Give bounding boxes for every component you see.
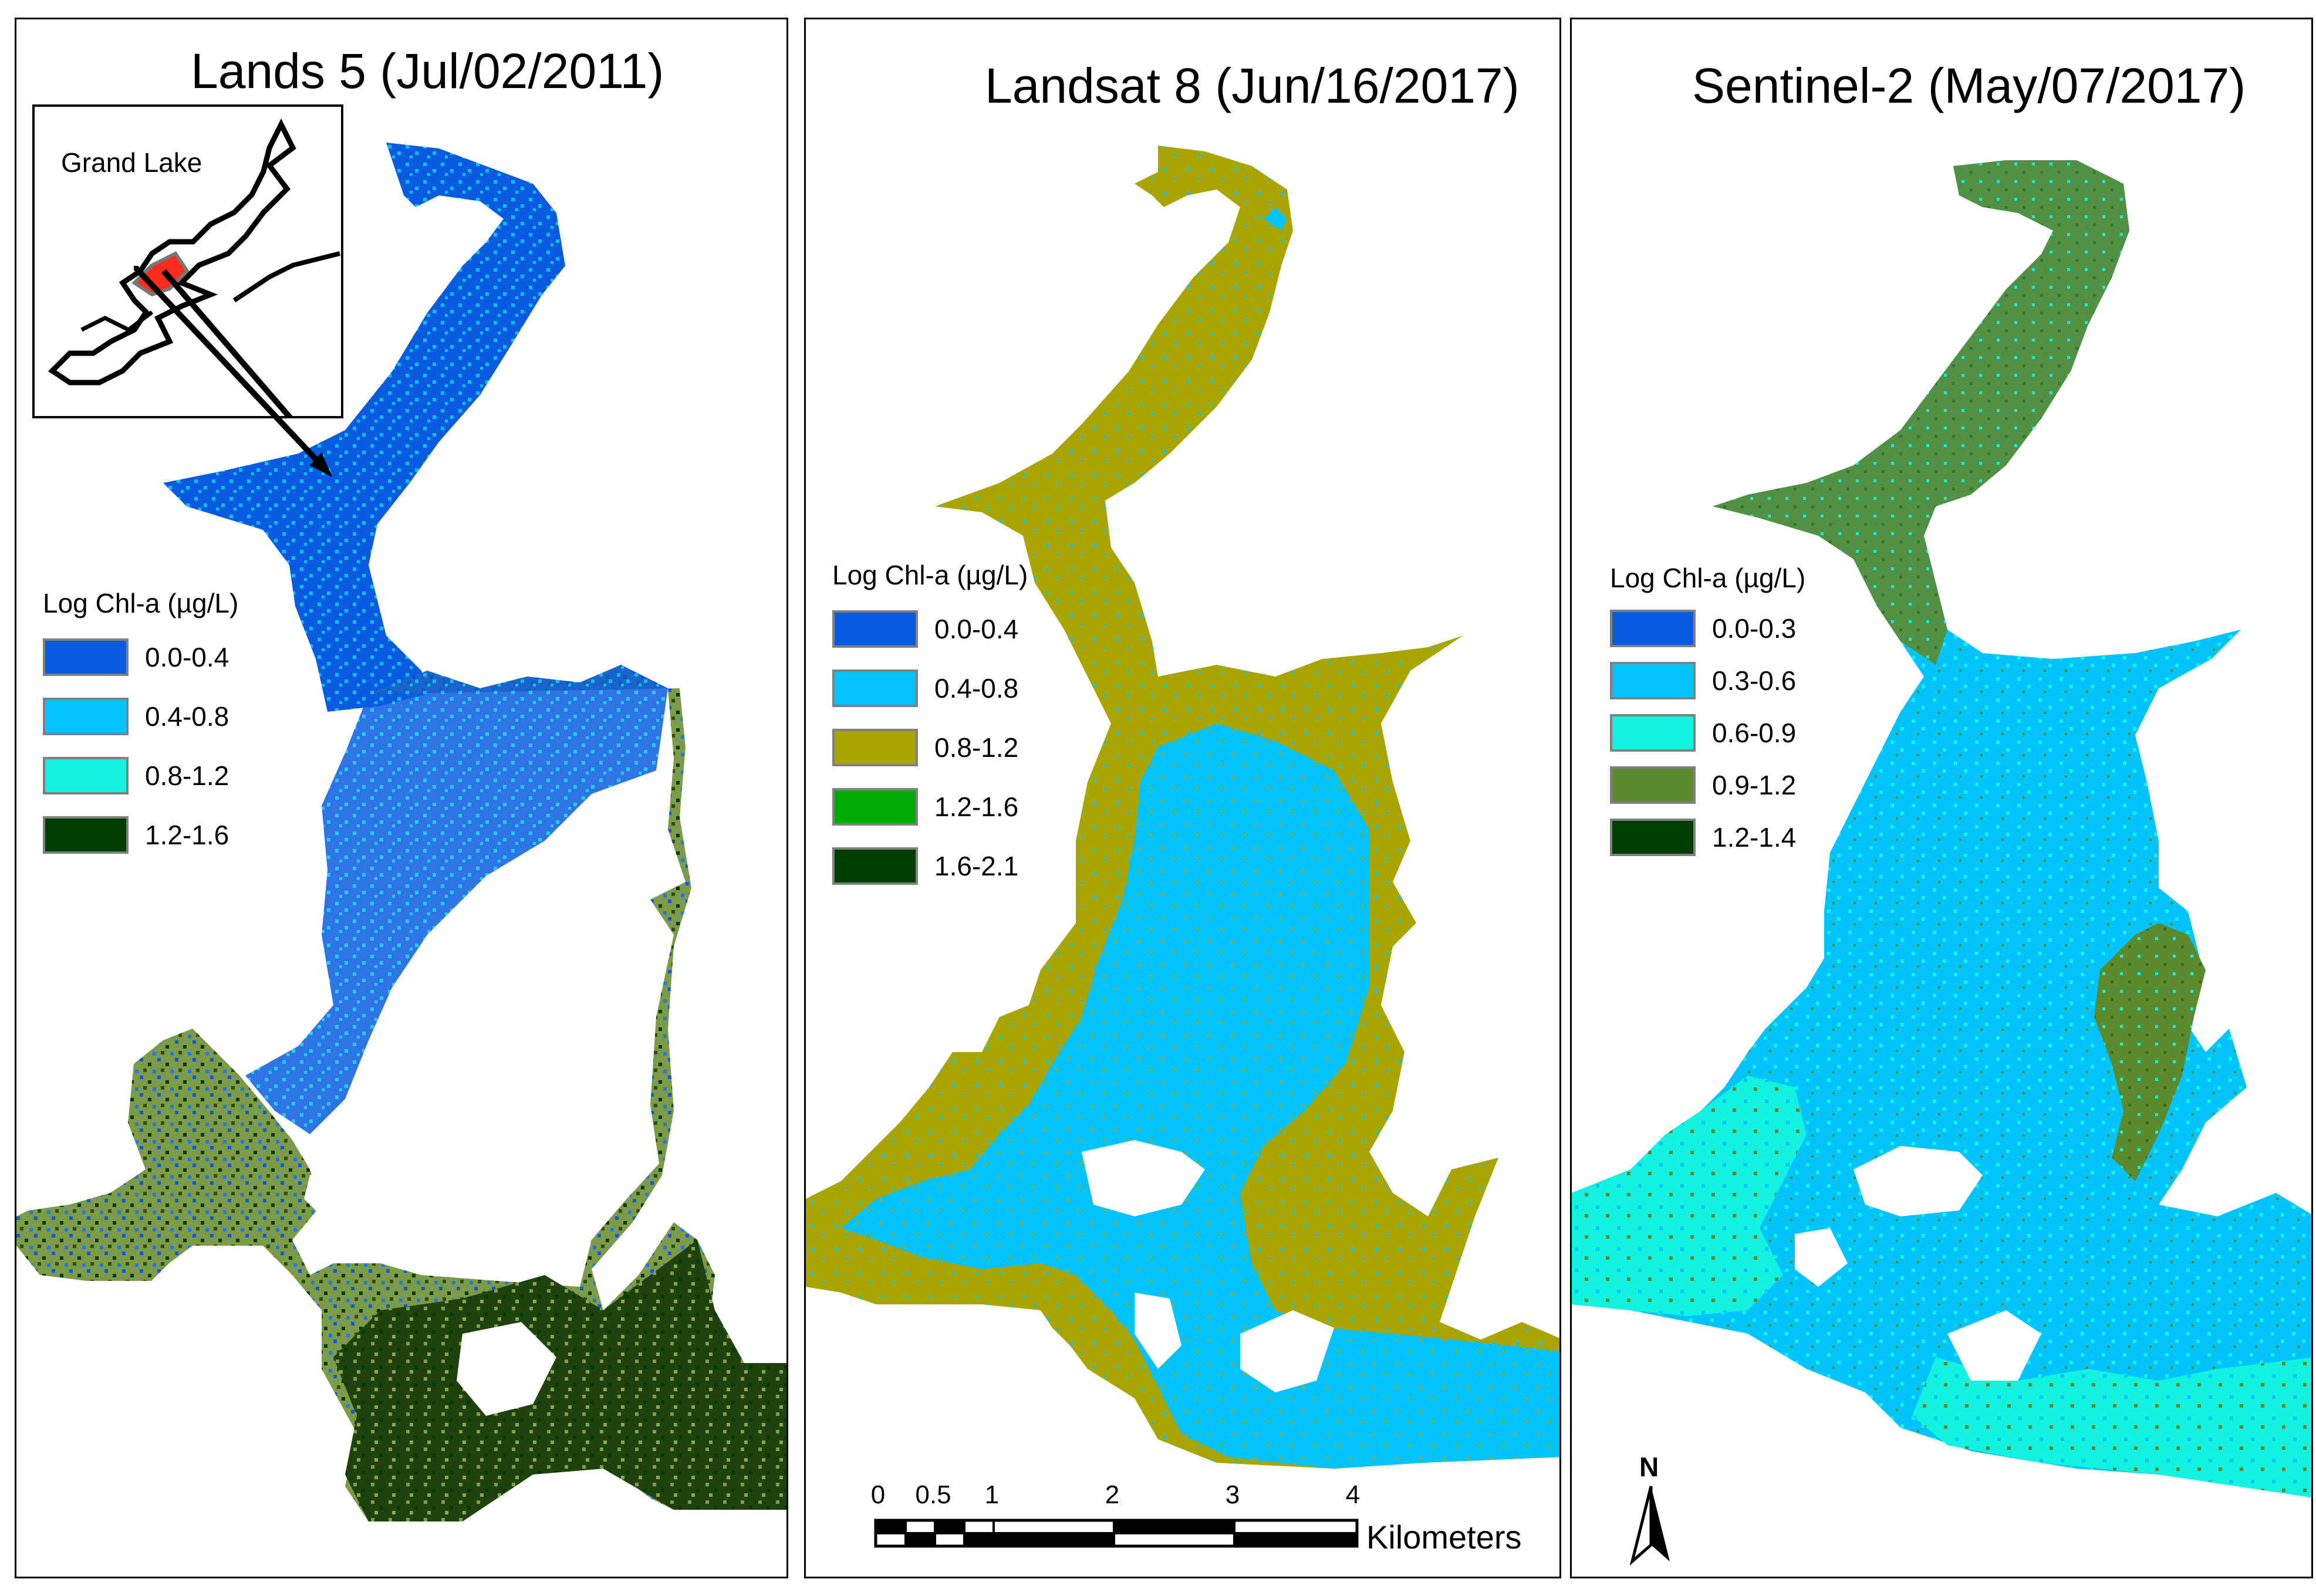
legend-title: Log Chl-a (µg/L) xyxy=(43,588,239,618)
legend-label: 1.6-2.1 xyxy=(934,850,1019,881)
legend-label: 0.0-0.3 xyxy=(1712,613,1797,644)
legend-label: 1.2-1.6 xyxy=(934,791,1019,822)
island xyxy=(1795,1228,1848,1287)
legend-item: 0.6-0.9 xyxy=(1610,706,1805,759)
panel-title: Sentinel-2 (May/07/2017) xyxy=(1692,58,2246,113)
legend-item: 1.2-1.4 xyxy=(1610,811,1805,863)
legend-swatch xyxy=(1610,714,1696,752)
legend-item: 0.4-0.8 xyxy=(43,687,238,746)
scale-tick-label: 3 xyxy=(1225,1480,1240,1509)
legend-label: 0.0-0.4 xyxy=(934,613,1019,644)
legend-item: 1.2-1.6 xyxy=(43,805,238,864)
location-inset-map: Grand Lake xyxy=(32,104,343,418)
map-panel-sentinel2: Sentinel-2 (May/07/2017) Log Chl-a (µg/L… xyxy=(1570,18,2313,1578)
scale-bar: 0 0.5 1 2 3 4 Kilometers xyxy=(870,1480,1559,1568)
legend-swatch xyxy=(43,816,129,854)
small-patch xyxy=(1264,207,1287,231)
legend-item: 1.6-2.1 xyxy=(832,836,1028,895)
legend-swatch xyxy=(43,756,129,794)
legend-label: 0.6-0.9 xyxy=(1712,717,1797,748)
legend-item: 0.0-0.3 xyxy=(1610,602,1805,654)
north-arrow-icon xyxy=(1629,1486,1670,1566)
scale-tick-label: 4 xyxy=(1345,1480,1360,1509)
lake-light-blue-region xyxy=(841,723,1559,1469)
scale-tick-label: 0 xyxy=(870,1480,886,1509)
scale-unit-label: Kilometers xyxy=(1366,1519,1522,1556)
island xyxy=(457,1322,556,1416)
scale-bar-graphic xyxy=(874,1519,1359,1548)
island xyxy=(1240,1310,1334,1392)
legend-swatch xyxy=(1610,661,1696,699)
legend-swatch xyxy=(43,697,129,735)
island xyxy=(1082,1140,1205,1216)
legend-label: 0.8-1.2 xyxy=(934,732,1019,763)
north-arrow: N xyxy=(1628,1451,1674,1568)
scale-tick-label: 1 xyxy=(984,1480,1000,1509)
legend-item: 0.0-0.4 xyxy=(832,599,1028,658)
map-panel-landsat5: Lands 5 (Jul/02/2011) Grand Lake Log Chl… xyxy=(15,18,788,1578)
legend-swatch xyxy=(832,728,918,766)
inset-pointer-arrow xyxy=(134,266,332,477)
panel-title: Lands 5 (Jul/02/2011) xyxy=(191,43,664,99)
legend-item: 1.2-1.6 xyxy=(832,777,1028,836)
island xyxy=(1947,1310,2041,1381)
legend-item: 0.3-0.6 xyxy=(1610,654,1805,706)
island xyxy=(304,1164,416,1222)
scale-tick-label: 0.5 xyxy=(915,1480,951,1509)
legend: Log Chl-a (µg/L) 0.0-0.4 0.4-0.8 0.8-1.2… xyxy=(832,559,1028,895)
legend-label: 1.2-1.4 xyxy=(1712,821,1797,853)
legend-item: 0.4-0.8 xyxy=(832,658,1028,718)
lake-green-patch xyxy=(2094,923,2206,1181)
legend-item: 0.0-0.4 xyxy=(43,627,238,687)
lake-teal-region xyxy=(1572,1076,1807,1316)
inset-label: Grand Lake xyxy=(61,147,202,178)
panel-title: Landsat 8 (Jun/16/2017) xyxy=(985,58,1520,113)
lake-lower-high-chl xyxy=(333,1240,786,1521)
legend-label: 0.3-0.6 xyxy=(1712,665,1797,696)
island xyxy=(1854,1146,1983,1216)
legend-item: 0.8-1.2 xyxy=(832,718,1028,777)
legend-label: 0.4-0.8 xyxy=(145,701,229,732)
island xyxy=(1135,1293,1181,1369)
legend-swatch xyxy=(1610,766,1696,804)
legend-swatch xyxy=(832,787,918,826)
legend-label: 0.9-1.2 xyxy=(1712,769,1797,800)
lake-lower-teal xyxy=(1912,1357,2311,1498)
island xyxy=(269,1287,322,1369)
chlorophyll-map-landsat5 xyxy=(16,143,786,1521)
legend-item: 0.8-1.2 xyxy=(43,746,238,805)
island xyxy=(2206,1117,2253,1169)
scale-tick-label: 2 xyxy=(1105,1480,1120,1509)
legend-label: 0.4-0.8 xyxy=(934,672,1019,704)
legend-swatch xyxy=(832,847,918,885)
legend-label: 0.8-1.2 xyxy=(145,760,229,791)
legend: Log Chl-a (µg/L) 0.0-0.4 0.4-0.8 0.8-1.2… xyxy=(43,587,238,864)
lake-upper-arm xyxy=(1713,160,2129,665)
legend-label: 1.2-1.6 xyxy=(145,819,229,850)
island xyxy=(1446,853,1498,894)
legend-swatch xyxy=(1610,609,1696,647)
chlorophyll-map-sentinel2 xyxy=(1572,160,2311,1498)
north-arrow-label: N xyxy=(1639,1452,1659,1482)
legend-title: Log Chl-a (µg/L) xyxy=(832,560,1028,590)
legend-swatch xyxy=(832,610,918,648)
legend-swatch xyxy=(832,669,918,707)
legend-title: Log Chl-a (µg/L) xyxy=(1610,563,1806,593)
legend-swatch xyxy=(43,638,129,676)
legend-item: 0.9-1.2 xyxy=(1610,759,1805,811)
legend-label: 0.0-0.4 xyxy=(145,641,229,672)
grand-lake-outline xyxy=(48,118,340,416)
legend: Log Chl-a (µg/L) 0.0-0.3 0.3-0.6 0.6-0.9… xyxy=(1610,562,1805,863)
legend-swatch xyxy=(1610,818,1696,856)
lake-basin-low-chl xyxy=(245,665,668,1134)
lake-upper-arm xyxy=(163,143,565,712)
map-panel-landsat8: Landsat 8 (Jun/16/2017) Log Chl-a (µg/L)… xyxy=(804,18,1561,1578)
chlorophyll-map-landsat8 xyxy=(806,146,1559,1469)
